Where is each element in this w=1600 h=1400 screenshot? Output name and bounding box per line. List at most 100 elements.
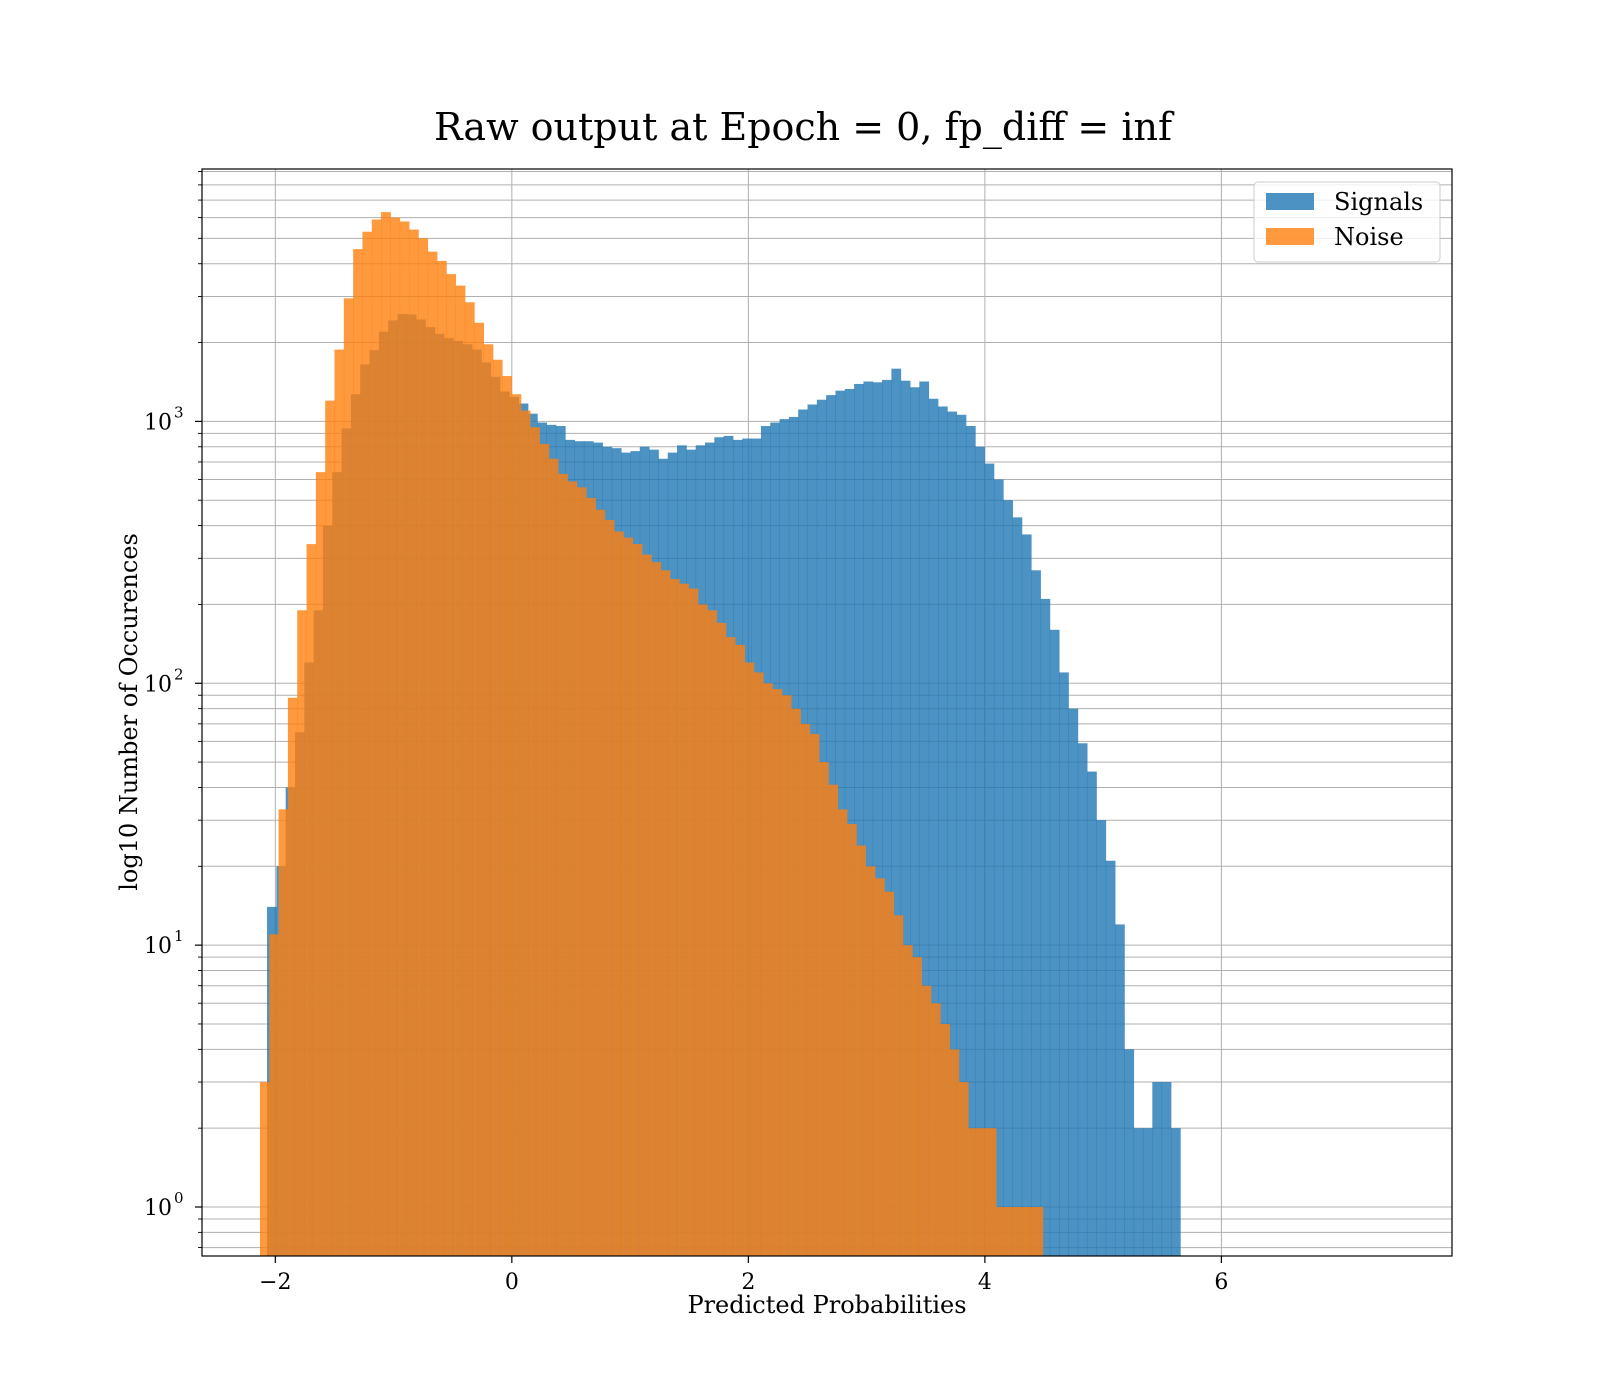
y-tick-exponent: 3	[174, 403, 184, 421]
bar-noise	[371, 219, 382, 1256]
bar-noise	[930, 1003, 941, 1256]
bar-signals	[937, 406, 948, 1256]
bar-noise	[614, 531, 624, 1256]
legend-label-noise: Noise	[1334, 223, 1404, 251]
bar-signals	[910, 387, 920, 1256]
bar-noise	[511, 394, 522, 1257]
bar-signals	[900, 380, 911, 1256]
y-tick-exponent: 0	[174, 1189, 184, 1207]
bar-noise	[940, 1023, 950, 1256]
plot-frame	[201, 168, 1453, 1257]
bar-noise	[399, 221, 410, 1256]
y-tick-exponent: 1	[174, 927, 184, 945]
bar-noise	[390, 217, 401, 1256]
bar-noise	[520, 410, 531, 1257]
legend-swatch-noise	[1266, 228, 1314, 245]
bar-noise	[483, 344, 494, 1256]
bar-noise	[297, 610, 307, 1256]
bar-noise	[1033, 1207, 1044, 1256]
bar-noise	[679, 583, 690, 1256]
bar-signals	[1152, 1082, 1163, 1256]
bar-signals	[1124, 1049, 1135, 1256]
bar-noise	[669, 579, 680, 1256]
bar-signals	[1170, 1128, 1181, 1256]
bar-noise	[604, 520, 615, 1256]
bar-signals	[1143, 1128, 1153, 1256]
bar-signals	[965, 426, 976, 1256]
x-axis-label: Predicted Probabilities	[687, 1291, 966, 1319]
x-tick-label: −2	[259, 1270, 291, 1295]
bar-noise	[381, 212, 391, 1257]
bar-signals	[1031, 570, 1041, 1256]
bar-noise	[548, 458, 559, 1256]
bar-signals	[1133, 1128, 1144, 1256]
legend-label-signals: Signals	[1334, 188, 1423, 216]
bar-noise	[847, 824, 857, 1256]
bar-signals	[891, 368, 902, 1256]
bar-noise	[567, 481, 578, 1257]
bar-signals	[1068, 708, 1079, 1256]
bar-noise	[996, 1207, 1006, 1256]
chart-title: Raw output at Epoch = 0, fp_diff = inf	[434, 105, 1175, 150]
bar-noise	[530, 427, 540, 1256]
bar-noise	[278, 809, 289, 1256]
bar-noise	[772, 689, 783, 1256]
x-tick-label: 6	[1214, 1270, 1228, 1295]
bar-signals	[1040, 598, 1051, 1256]
bar-noise	[828, 784, 839, 1256]
bar-noise	[651, 562, 662, 1256]
bar-noise	[958, 1082, 969, 1256]
bar-noise	[809, 734, 820, 1256]
bar-noise	[725, 637, 736, 1256]
bar-signals	[1105, 860, 1116, 1256]
bar-signals	[1115, 924, 1125, 1256]
x-tick-label: 0	[505, 1270, 519, 1295]
bar-noise	[586, 497, 596, 1257]
series-noise	[259, 212, 1044, 1257]
bar-signals	[993, 479, 1004, 1256]
legend-swatch-signals	[1266, 193, 1314, 210]
bar-noise	[837, 809, 848, 1256]
bar-noise	[353, 249, 363, 1256]
bar-noise	[781, 695, 792, 1256]
bar-noise	[362, 231, 373, 1257]
y-tick-exponent: 2	[174, 665, 184, 683]
y-tick-label: 10	[144, 672, 172, 697]
bar-noise	[464, 302, 475, 1256]
bar-noise	[287, 697, 298, 1256]
bar-signals	[882, 379, 892, 1256]
bar-noise	[334, 349, 345, 1256]
bar-noise	[343, 298, 354, 1256]
bar-noise	[977, 1128, 988, 1256]
bar-signals	[928, 398, 939, 1256]
bar-noise	[642, 554, 652, 1256]
y-tick-label: 10	[144, 934, 172, 959]
histogram-bars	[259, 212, 1181, 1257]
bar-noise	[539, 443, 550, 1256]
x-tick-label: 4	[978, 1270, 992, 1295]
bar-noise	[595, 509, 606, 1257]
bar-signals	[863, 381, 874, 1257]
bar-noise	[427, 251, 438, 1257]
bar-signals	[975, 446, 985, 1256]
bar-noise	[1024, 1207, 1034, 1256]
bar-noise	[502, 376, 512, 1256]
bar-signals	[1003, 500, 1013, 1256]
bar-noise	[269, 934, 279, 1256]
bar-signals	[1077, 743, 1088, 1256]
y-tick-label: 10	[144, 410, 172, 435]
legend: Signals Noise	[1253, 181, 1441, 263]
bar-signals	[844, 388, 855, 1257]
bar-signals	[1087, 771, 1097, 1256]
bar-signals	[984, 463, 995, 1256]
x-tick-label: 2	[741, 1270, 755, 1295]
bar-noise	[921, 985, 932, 1256]
bar-noise	[558, 473, 568, 1256]
bar-noise	[902, 945, 913, 1256]
bar-noise	[576, 487, 587, 1257]
bar-signals	[1096, 820, 1107, 1256]
bar-signals	[919, 381, 930, 1257]
bar-noise	[446, 274, 457, 1256]
